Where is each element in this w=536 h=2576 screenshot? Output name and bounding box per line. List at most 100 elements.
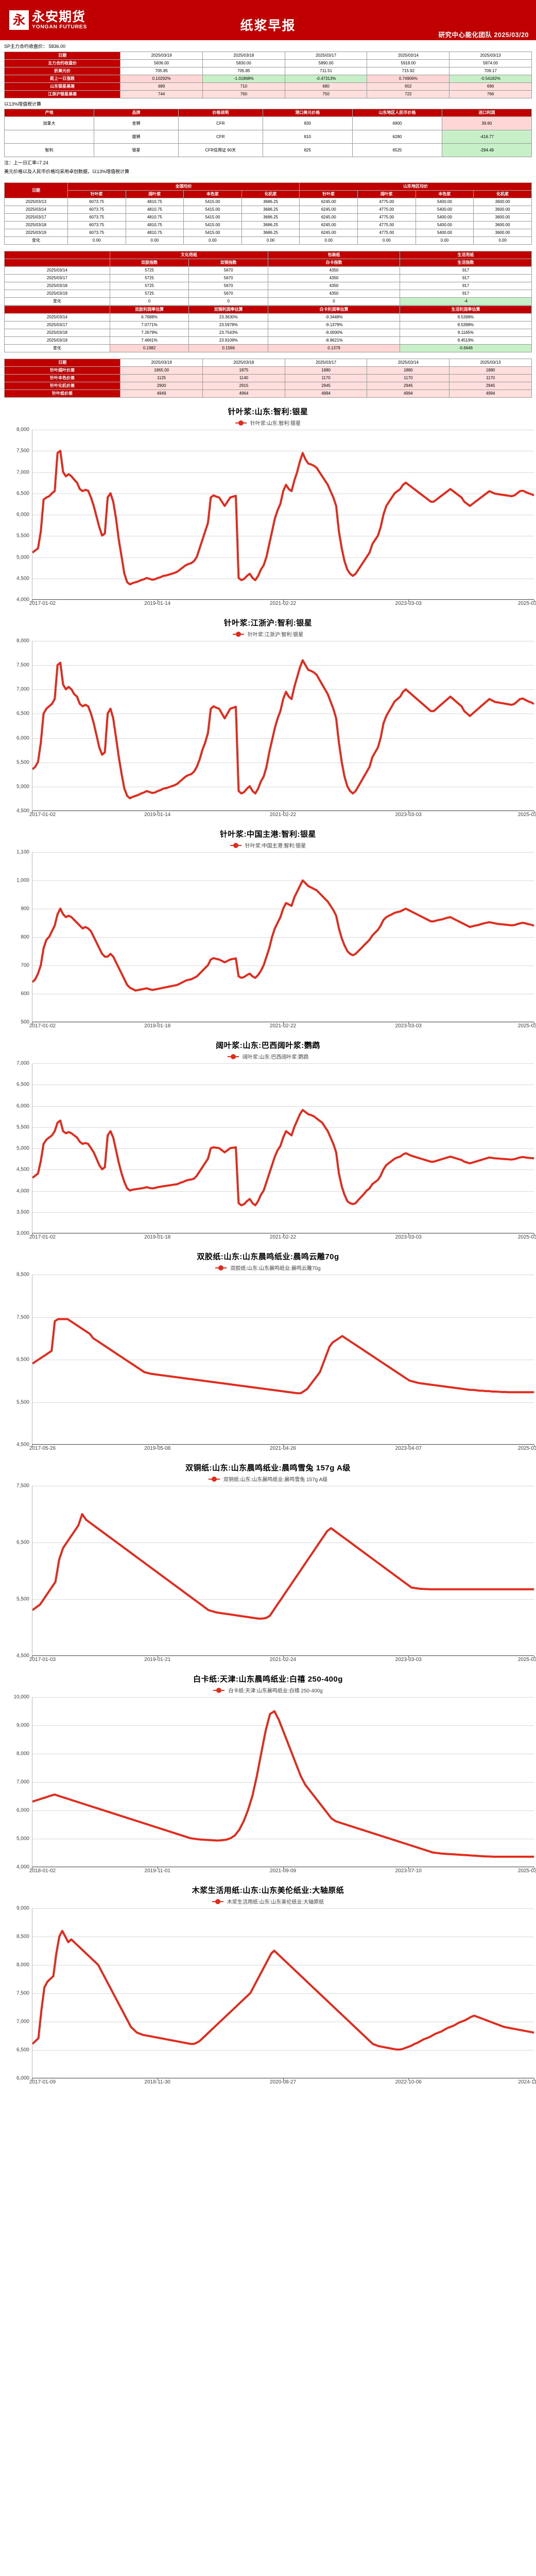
legend-label: 双铜纸:山东:山东晨鸣纸业:晨鸣雪兔 157g A级 xyxy=(223,1477,328,1483)
cell-origin xyxy=(4,130,95,144)
table-cell: 23.7543% xyxy=(188,329,268,337)
x-tick xyxy=(408,2078,409,2080)
x-tick-label: 2021-02-22 xyxy=(269,812,297,818)
table-cell: 4775.00 xyxy=(357,213,416,222)
y-tick-label: 4,500 xyxy=(16,575,29,582)
x-tick-label: 2019-05-08 xyxy=(144,1446,171,1451)
plot-area xyxy=(32,1486,534,1656)
table-cell: 705.85 xyxy=(202,67,285,75)
x-tick xyxy=(283,1867,284,1869)
table-cell: 3686.25 xyxy=(241,221,300,229)
table-cell: -0.54182% xyxy=(449,75,532,83)
table-cell: 696 xyxy=(449,82,532,91)
table-cell: 5415.00 xyxy=(183,229,242,237)
column-subheader: 化机浆 xyxy=(241,190,300,198)
table-cell: 4994 xyxy=(449,389,532,398)
y-tick-label: 3,000 xyxy=(16,1230,29,1236)
table-cell: 5415.00 xyxy=(183,213,242,222)
table-cell: -9.0000% xyxy=(267,329,400,337)
table-cell: 0.00 xyxy=(67,236,126,245)
x-tick-label: 2023-03-03 xyxy=(395,1234,422,1240)
table-row: 山东银星基差 689 710 680 652 696 xyxy=(4,82,532,91)
table-cell: 2025/03/18 xyxy=(202,52,285,60)
y-axis: 8,000 7,500 7,000 6,500 6,000 5,500 5,000 4,500 xyxy=(2,638,32,814)
table-cell: 2025/03/14 xyxy=(367,359,450,367)
table-cell: 23.5978% xyxy=(188,321,268,329)
table-cell: 705.85 xyxy=(120,67,203,75)
x-axis: 2017-05-26 2019-05-08 2021-04-26 2023-04-07… xyxy=(29,1445,536,1454)
cell-brand: 雄狮 xyxy=(94,130,179,144)
y-tick-label: 7,000 xyxy=(16,1060,29,1066)
cell-rmb-price: 6900 xyxy=(352,116,442,130)
table-cell: 4949 xyxy=(120,389,203,398)
table-cell: 5670 xyxy=(188,274,268,282)
y-tick-label: 8,500 xyxy=(16,1272,29,1278)
row-label: 江浙沪银星基差 xyxy=(4,90,121,98)
chart-title: 针叶浆:江浙沪:智利:银星 xyxy=(223,619,313,628)
table-cell: 2025/03/13 xyxy=(449,359,532,367)
chart-title: 针叶浆:山东:智利:银星 xyxy=(228,408,308,416)
table-cell: -0.6646 xyxy=(399,344,532,352)
table-cell: 5918.00 xyxy=(367,59,450,67)
column-subheader: 双铜利润率估算 xyxy=(188,306,268,314)
plot-wrapper: 8,000 7,500 7,000 6,500 6,000 5,500 5,000 4,500 xyxy=(2,638,534,814)
table-cell: 6245.00 xyxy=(299,213,358,222)
table-row: 2025/03/18 7.2679% 23.7543% -9.0000% 9.1165% xyxy=(4,329,532,337)
gridline xyxy=(32,665,534,666)
table-cell: 715.92 xyxy=(367,67,450,75)
x-tick-label: 2017-01-02 xyxy=(29,1234,56,1240)
x-tick-label: 2023-03-03 xyxy=(395,812,422,818)
x-tick-label: 2017-01-02 xyxy=(29,601,56,606)
cell-price-note: CFR xyxy=(178,116,263,130)
y-axis: 7,500 6,500 5,500 4,500 xyxy=(2,1483,32,1659)
gridline xyxy=(32,937,534,938)
table-cell: 709.17 xyxy=(449,67,532,75)
column-header: 产地 xyxy=(4,109,95,117)
table-cell: 0.00 xyxy=(125,236,184,245)
series-line xyxy=(32,430,534,599)
table-row: 2025/03/14 5725 5670 4350 917 xyxy=(4,266,532,275)
x-tick-label: 2025-03 xyxy=(517,1234,536,1240)
table-cell: 1880 xyxy=(284,366,368,375)
table-cell: 5725 xyxy=(109,282,189,290)
plot-wrapper: 1,100 1,000 900 800 700 600 500 xyxy=(2,850,534,1025)
table-cell: -1.01868% xyxy=(202,75,285,83)
plot-wrapper: 8,000 7,500 7,000 6,500 6,000 5,500 5,000 4,500… xyxy=(2,427,534,603)
table-row: 日期 2025/03/19 2025/03/18 2025/03/17 2025/03/… xyxy=(4,359,532,367)
cell-origin: 加拿大 xyxy=(4,116,95,130)
y-tick-label: 6,000 xyxy=(16,2075,29,2081)
table-cell: 0.1566 xyxy=(188,344,268,352)
x-tick-label: 2023-03-03 xyxy=(395,1657,422,1663)
table-cell: 6073.75 xyxy=(67,206,126,214)
cell-date: 变化 xyxy=(4,344,110,352)
table-cell: -9.1379% xyxy=(267,321,400,329)
y-tick-label: 6,500 xyxy=(16,1539,29,1546)
column-subheader: 阔叶浆 xyxy=(357,190,416,198)
chart-5: 双胶纸:山东:山东晨鸣纸业:晨鸣云雕70g 双胶纸:山东:山东晨鸣纸业:晨鸣云雕7… xyxy=(0,1251,536,1454)
table-row: 2025/03/13 6073.75 4810.75 5415.00 3686.25 62… xyxy=(4,198,532,206)
plot-area xyxy=(32,641,534,811)
y-tick-label: 7,000 xyxy=(16,469,29,475)
column-subheader: 阔叶浆 xyxy=(125,190,184,198)
table-header-row: 双胶利润率估算 双铜利润率估算 白卡利润率估算 生活利润率估算 xyxy=(4,306,532,314)
table-cell: 2025/03/18 xyxy=(202,359,285,367)
cell-date: 2025/03/19 xyxy=(4,336,110,345)
x-axis: 2017-01-02 2019-01-14 2021-02-22 2023-03-03… xyxy=(29,811,536,820)
gridline xyxy=(32,1810,534,1811)
legend-marker-icon xyxy=(235,420,247,426)
y-tick-label: 8,500 xyxy=(16,1934,29,1940)
table-row: 2025/03/14 6.7688% 23.3630% -9.3448% 8.5398% xyxy=(4,313,532,321)
x-tick-label: 2019-01-14 xyxy=(144,601,171,606)
x-tick-label: 2023-07-10 xyxy=(395,1868,422,1874)
table-cell: 7.2679% xyxy=(109,329,189,337)
chart-legend: 木浆生活用纸:山东:山东美伦纸业:大轴原纸 xyxy=(2,1897,534,1905)
x-tick-label: 2019-01-21 xyxy=(144,1657,171,1663)
yongan-logo-icon: 永 xyxy=(9,10,29,30)
x-tick-label: 2021-04-26 xyxy=(269,1446,297,1451)
chart-legend: 双铜纸:山东:山东晨鸣纸业:晨鸣雪兔 157g A级 xyxy=(2,1475,534,1483)
x-tick-label: 2021-02-24 xyxy=(269,1657,297,1663)
chart-legend: 针叶浆:江浙沪:智利:银星 xyxy=(2,630,534,638)
column-header: 品牌 xyxy=(94,109,179,117)
table-cell: 3686.25 xyxy=(241,229,300,237)
x-tick-label: 2022-10-06 xyxy=(395,2079,422,2085)
